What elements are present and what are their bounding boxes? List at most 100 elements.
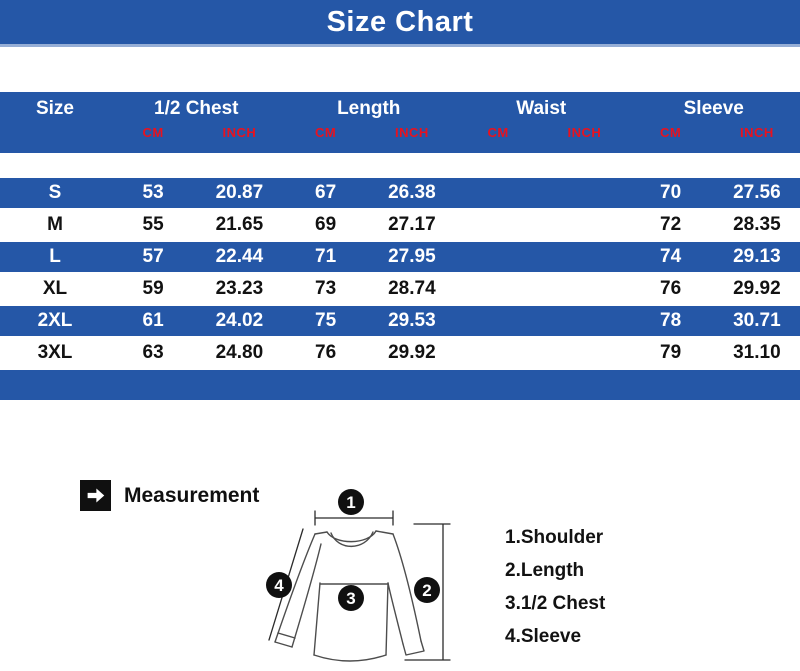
size-row: S 53 20.87 67 26.38 70 27.56 (0, 178, 800, 208)
size-row: M 55 21.65 69 27.17 72 28.35 (0, 210, 800, 240)
measurement-value-cell (541, 242, 627, 272)
measurement-value-cell: 74 (660, 246, 682, 267)
size-table-body: S 53 20.87 67 26.38 70 27.56 M 55 21.65 69 27.17 72 2… (0, 178, 800, 368)
measurement-value-cell (455, 274, 541, 304)
measurement-value-cell: 29.92 (388, 342, 436, 363)
measurement-value-cell (541, 178, 627, 208)
measurement-value-cell (455, 242, 541, 272)
unit-label-inch: INCH (567, 125, 602, 140)
measurement-value-cell (541, 306, 627, 336)
unit-label-cm: CM (487, 125, 509, 140)
size-label-cell: M (47, 214, 63, 235)
column-header-size: Size (35, 97, 75, 119)
size-row: XL 59 23.23 73 28.74 76 29.92 (0, 274, 800, 304)
measurement-heading: Measurement (80, 480, 259, 511)
column-header-sleeve: Sleeve (683, 97, 744, 119)
measurement-value-cell: 29.13 (733, 246, 781, 267)
measurement-value-cell: 31.10 (733, 342, 781, 363)
unit-spacer (0, 125, 110, 153)
marker-number-4: 4 (274, 576, 284, 595)
legend-item: 4.Sleeve (505, 625, 582, 647)
unit-label-cm: CM (142, 125, 164, 140)
measurement-value-cell: 21.65 (215, 214, 264, 235)
measurement-value-cell: 76 (315, 342, 337, 363)
table-footer-bar (0, 370, 800, 400)
measurement-value-cell: 79 (660, 342, 682, 363)
unit-label-inch: INCH (222, 125, 257, 140)
column-header-length: Length (337, 97, 401, 119)
shirt-right-sleeve-outer (392, 533, 422, 642)
measurement-value-cell: 22.44 (215, 246, 264, 267)
size-row: 3XL 63 24.80 76 29.92 79 31.10 (0, 338, 800, 368)
shirt-measurement-diagram: 1 2 3 4 (243, 472, 483, 671)
shirt-left-sleeve-outer (274, 533, 316, 643)
measurement-value-cell: 61 (142, 310, 164, 331)
measurement-value-cell: 29.53 (388, 310, 436, 331)
legend-item: 3.1/2 Chest (505, 592, 606, 614)
measurement-value-cell: 69 (315, 214, 337, 235)
marker-circle-1 (338, 489, 364, 515)
size-label-cell: XL (42, 278, 68, 299)
measurement-value-cell: 67 (315, 182, 337, 203)
measurement-value-cell: 28.35 (733, 214, 781, 235)
right-arrow-icon (80, 480, 111, 511)
unit-label-inch: INCH (394, 125, 429, 140)
measurement-value-cell: 24.02 (215, 310, 264, 331)
measurement-value-cell (455, 178, 541, 208)
size-table: Size 1/2 Chest Length Waist Sleeve CM IN… (0, 92, 800, 400)
measurement-value-cell: 29.92 (733, 278, 781, 299)
measurement-label: Measurement (124, 483, 260, 507)
shirt-torso-left (313, 582, 321, 656)
marker-circle-4 (266, 572, 292, 598)
measurement-legend: 1.Shoulder 2.Length 3.1/2 Chest 4.Sleeve (505, 521, 605, 653)
measurement-value-cell: 27.17 (388, 214, 436, 235)
shirt-torso-right (385, 582, 389, 656)
column-header-half-chest: 1/2 Chest (154, 97, 239, 119)
marker-number-3: 3 (346, 589, 355, 608)
shoulder-measure-line (314, 510, 394, 526)
measurement-value-cell: 70 (660, 182, 682, 203)
shirt-hem (313, 654, 387, 662)
measurement-value-cell: 27.56 (733, 182, 781, 203)
measurement-value-cell (541, 210, 627, 240)
measurement-value-cell: 28.74 (388, 278, 436, 299)
measurement-value-cell: 24.80 (215, 342, 264, 363)
measurement-value-cell: 26.38 (388, 182, 436, 203)
size-table-header: Size 1/2 Chest Length Waist Sleeve CM IN… (0, 92, 800, 153)
measurement-value-cell: 23.23 (215, 278, 264, 299)
measurement-value-cell: 73 (315, 278, 337, 299)
shirt-collar-outer (326, 530, 377, 543)
legend-item: 1.Shoulder (505, 526, 604, 548)
marker-circle-2 (414, 577, 440, 603)
measurement-value-cell (455, 210, 541, 240)
measurement-value-cell (455, 338, 541, 368)
measurement-value-cell: 71 (315, 246, 337, 267)
shirt-collar-inner (330, 531, 374, 547)
size-row: 2XL 61 24.02 75 29.53 78 30.71 (0, 306, 800, 336)
column-header-waist: Waist (516, 97, 567, 119)
measurement-value-cell: 59 (142, 278, 164, 299)
measurement-value-cell: 63 (142, 342, 164, 363)
page-title: Size Chart (326, 5, 474, 38)
measurement-value-cell: 27.95 (388, 246, 436, 267)
unit-label-inch: INCH (739, 125, 774, 140)
measurement-value-cell: 30.71 (733, 310, 781, 331)
legend-item: 2.Length (505, 559, 585, 581)
shirt-right-sleeve-inner (387, 582, 404, 645)
shirt-left-cuff-crease (277, 632, 296, 639)
measurement-value-cell: 75 (315, 310, 337, 331)
shirt-right-cuff (402, 640, 425, 656)
measurement-value-cell (541, 274, 627, 304)
size-row: L 57 22.44 71 27.95 74 29.13 (0, 242, 800, 272)
measurement-value-cell (455, 306, 541, 336)
length-measure-line (404, 523, 451, 661)
shirt-left-shoulder (314, 531, 328, 535)
measurement-value-cell: 78 (660, 310, 682, 331)
measurement-value-cell (541, 338, 627, 368)
title-bar: Size Chart (0, 0, 800, 47)
size-label-cell: L (49, 246, 61, 267)
measurement-value-cell: 20.87 (215, 182, 264, 203)
measurement-value-cell: 55 (142, 214, 164, 235)
shirt-left-sleeve-inner (291, 543, 322, 648)
